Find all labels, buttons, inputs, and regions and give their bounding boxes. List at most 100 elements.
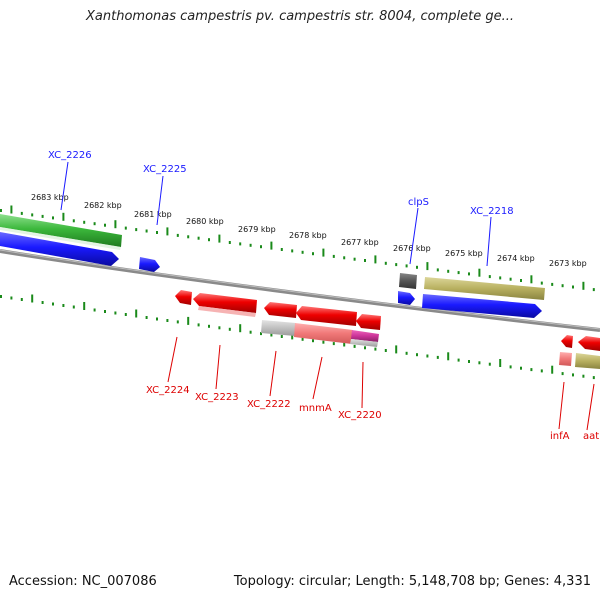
reverse-scale-tick <box>20 298 23 301</box>
gene-xc2226-arrow[interactable] <box>0 214 122 247</box>
forward-scale-tick <box>582 281 585 290</box>
forward-scale-tick <box>572 285 574 289</box>
forward-scale-tick <box>530 275 533 284</box>
gene-gray-tail[interactable] <box>350 339 378 347</box>
forward-scale-tick <box>280 248 283 251</box>
forward-scale-tick <box>208 238 210 242</box>
forward-scale-tick <box>478 268 481 277</box>
gene-xc2224-arrow[interactable] <box>175 290 192 305</box>
reverse-scale-tick <box>10 296 13 300</box>
reverse-scale-tick <box>280 335 283 338</box>
forward-scale-tick <box>488 275 491 279</box>
reverse-scale-tick <box>124 313 127 316</box>
genome-backbone <box>0 249 600 332</box>
gene-xc2222-arrow[interactable] <box>264 302 297 318</box>
reverse-scale-tick <box>561 372 564 376</box>
kbp-label: 2680 kbp <box>186 217 224 226</box>
reverse-scale-tick <box>218 326 221 330</box>
forward-scale-tick <box>145 229 148 233</box>
gene-label-xc2220[interactable]: XC_2220 <box>338 410 382 421</box>
forward-scale-tick <box>561 284 564 288</box>
forward-scale-tick <box>520 279 522 282</box>
gene-label-clps[interactable]: clpS <box>408 197 429 208</box>
reverse-scale-tick <box>145 316 148 319</box>
reverse-scale-tick <box>416 353 418 357</box>
reverse-scale-tick <box>426 354 429 358</box>
forward-scale-tick <box>93 222 96 226</box>
forward-scale-tick <box>457 271 460 275</box>
forward-scale-tick <box>374 255 377 264</box>
gene-aat-arrow[interactable] <box>578 336 600 351</box>
gene-gray-block[interactable] <box>261 320 296 336</box>
gene-xc2225-small-arrow[interactable] <box>139 257 160 272</box>
forward-scale-tick <box>124 226 127 230</box>
forward-scale-tick <box>291 249 294 253</box>
gene-magenta-block[interactable] <box>351 330 379 342</box>
gene-label-xc2222[interactable]: XC_2222 <box>247 399 291 410</box>
gene-clps-arrow[interactable] <box>399 273 417 289</box>
forward-scale-tick <box>62 212 65 221</box>
gene-xc2220-arrow[interactable] <box>356 314 381 330</box>
reverse-scale-tick <box>457 358 460 362</box>
forward-gene-labels: XC_2226 XC_2225 clpS XC_2218 <box>48 150 514 217</box>
forward-scale-tick <box>187 235 190 239</box>
reverse-gene-labels: XC_2224 XC_2223 XC_2222 mnmA XC_2220 inf… <box>146 385 599 442</box>
reverse-scale-tick <box>405 351 408 355</box>
forward-label-leaders <box>60 161 492 267</box>
gene-clps-small-arrow[interactable] <box>398 291 415 305</box>
gene-label-xc2226[interactable]: XC_2226 <box>48 150 92 161</box>
reverse-scale-tick <box>592 376 595 380</box>
gene-infa-pink[interactable] <box>559 352 572 366</box>
gene-pink-block[interactable] <box>294 323 353 344</box>
reverse-scale-tick <box>114 311 117 315</box>
gene-label-xc2223[interactable]: XC_2223 <box>195 392 239 403</box>
kbp-label: 2679 kbp <box>238 225 276 234</box>
forward-scale-tick <box>197 236 200 240</box>
reverse-scale-tick <box>41 301 44 304</box>
reverse-scale-tick <box>374 347 377 351</box>
gene-label-mnma[interactable]: mnmA <box>299 403 332 414</box>
forward-scale-tick <box>135 228 138 232</box>
forward-scale-tick <box>332 254 335 258</box>
gene-label-xc2225[interactable]: XC_2225 <box>143 164 187 175</box>
reverse-scale-tick <box>208 324 210 328</box>
reverse-scale-tick <box>468 360 470 363</box>
forward-scale-tick <box>249 243 252 247</box>
forward-scale-tick <box>322 248 325 257</box>
forward-scale-tick <box>353 257 356 261</box>
reverse-scale-tick <box>187 316 190 325</box>
forward-scale-tick <box>301 250 304 254</box>
reverse-scale-tick <box>312 339 314 343</box>
reverse-scale-tick <box>551 365 554 374</box>
gene-label-infa[interactable]: infA <box>550 431 570 442</box>
gene-xc2223-arrow[interactable] <box>193 293 257 313</box>
gene-xc2218-arrow[interactable] <box>422 294 542 318</box>
reverse-scale-tick <box>176 320 179 324</box>
kbp-label: 2677 kbp <box>341 238 379 247</box>
reverse-scale-tick <box>332 342 335 346</box>
gene-label-xc2224[interactable]: XC_2224 <box>146 385 190 396</box>
forward-scale-tick <box>468 272 470 276</box>
forward-tick-ring <box>0 205 595 292</box>
forward-scale-tick <box>0 209 2 212</box>
forward-scale-tick <box>228 241 231 244</box>
gene-infa-arrow[interactable] <box>561 335 573 348</box>
reverse-scale-tick <box>31 294 34 303</box>
kbp-label: 2682 kbp <box>84 201 122 210</box>
gene-aat-olive[interactable] <box>575 353 600 369</box>
forward-scale-tick <box>447 269 450 273</box>
kbp-label: 2673 kbp <box>549 259 587 268</box>
accession-text: Accession: NC_007086 <box>9 574 157 589</box>
gene-xc2225-arrow[interactable] <box>0 232 119 266</box>
reverse-scale-tick <box>72 305 75 309</box>
forward-scale-tick <box>104 223 106 227</box>
reverse-scale-tick <box>520 366 522 370</box>
gene-olive-forward[interactable] <box>424 277 545 300</box>
reverse-scale-tick <box>364 346 366 350</box>
gene-mnma-arrow[interactable] <box>296 306 357 326</box>
reverse-scale-tick <box>488 362 491 366</box>
gene-label-xc2218[interactable]: XC_2218 <box>470 206 514 217</box>
reverse-scale-tick <box>395 345 398 354</box>
gene-label-aat[interactable]: aat <box>583 431 599 442</box>
